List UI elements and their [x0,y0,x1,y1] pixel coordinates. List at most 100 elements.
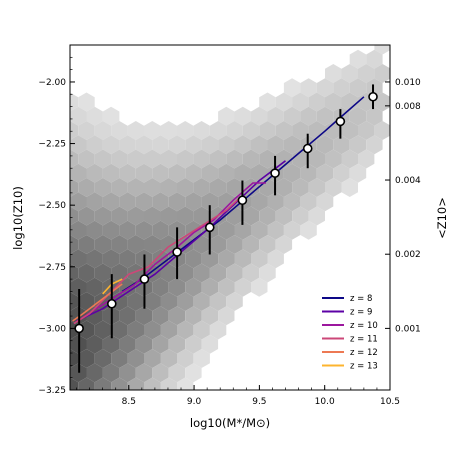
hexbin-cell [70,235,79,254]
hexbin-cell [366,106,383,126]
right-tick-label: 0.004 [395,176,421,186]
hexbin-cell [78,263,95,283]
right-axis-label: <Z10> [435,197,449,239]
hexbin-cell [45,150,62,169]
hexbin-cell [193,178,210,197]
hexbin-cell [119,220,136,240]
hexbin-cell [152,277,169,297]
hexbin-cell [275,235,293,254]
hexbin-cell [201,249,219,269]
hexbin-cell [226,263,243,283]
hexbin-cell [70,363,87,383]
hexbin-cell [325,178,342,197]
hexbin-cell [374,64,390,83]
hexbin-cell [86,220,103,240]
hexbin-cell [259,263,276,283]
hexbin-cell [259,121,276,140]
hexbin-cell [226,178,243,197]
hexbin-cell [292,206,309,226]
hexbin-cell [308,178,325,197]
hexbin-cell [242,149,260,169]
hexbin-cell [135,363,153,383]
hexbin-cell [185,192,202,212]
hexbin-cell [209,178,227,197]
hexbin-cell [70,277,87,297]
legend-label: z = 12 [350,348,378,358]
hexbin-cell [144,178,161,197]
hexbin-cell [292,121,309,140]
hexbin-cell [267,249,284,269]
hexbin-cell [333,163,350,183]
hexbin-cell [341,64,358,83]
hexbin-cell [185,163,202,183]
hexbin-cell [94,235,112,254]
hexbin-cell [135,334,153,354]
right-tick-label: 0.002 [395,250,421,260]
hexbin-cell [349,78,367,98]
hexbin-cell [177,292,194,311]
hexbin-cell [70,220,87,240]
hexbin-cell [160,292,177,311]
y-tick-label: −3.00 [38,324,66,334]
hexbin-cell [160,349,177,368]
hexbin-cell [201,192,219,212]
hexbin-cell [349,49,367,69]
hexbin-cell [160,320,177,340]
hexbin-cell [135,306,153,326]
hexbin-cell [94,349,112,368]
hexbin-cell [341,149,358,169]
hexbin-cell [275,121,293,140]
hexbin-cell [209,263,227,283]
hexbin-cell [259,206,276,226]
hexbin-cell [152,135,169,155]
hexbin-cell [251,106,268,126]
hexbin-cell [218,277,235,297]
hexbin-cell [226,149,243,169]
hexbin-cell [267,106,284,126]
hexbin-cell [333,135,350,155]
hexbin-cell [45,93,62,112]
hexbin-cell [135,220,153,240]
hexbin-cell [283,220,301,240]
hexbin-cell [177,206,194,226]
hexbin-cell [209,149,227,169]
hexbin-cell [45,121,62,140]
hexbin-cell [45,349,62,368]
hexbin-cell [168,163,186,183]
hexbin-cell [144,206,161,226]
hexbin-cell [111,263,128,283]
hexbin-cell [193,206,210,226]
median-point [270,168,280,178]
hexbin-cell [94,320,112,340]
hexbin-cell [127,235,144,254]
legend-label: z = 11 [350,335,378,345]
hexbin-cell [300,163,317,183]
hexbin-cell [152,363,169,383]
hexbin-cell [193,320,210,340]
hexbin-cell [300,78,317,98]
hexbin-cell [218,220,235,240]
hexbin-cell [94,263,112,283]
hexbin-cell [78,121,95,140]
hexbin-cell [201,277,219,297]
right-tick-label: 0.010 [395,78,421,88]
hexbin-cell [226,121,243,140]
hexbin-cell [127,178,144,197]
legend-label: z = 10 [350,321,378,331]
hexbin-cell [102,334,120,354]
hexbin-cell [209,235,227,254]
hexbin-cell [168,306,186,326]
median-point [139,274,150,284]
hexbin-cell [119,249,136,269]
right-tick-label: 0.001 [395,324,421,334]
hexbin-cell [127,320,144,340]
x-axis: 8.5 9.0 9.5 10.0 10.5 [76,385,400,407]
hexbin-cell [374,45,390,55]
hexbin-cell [177,320,194,340]
hexbin-cell [70,106,87,126]
hexbin-cell [54,164,71,183]
hexbin-cell [267,135,284,155]
x-tick-label: 9.5 [252,397,266,407]
hexbin-cell [358,149,375,169]
